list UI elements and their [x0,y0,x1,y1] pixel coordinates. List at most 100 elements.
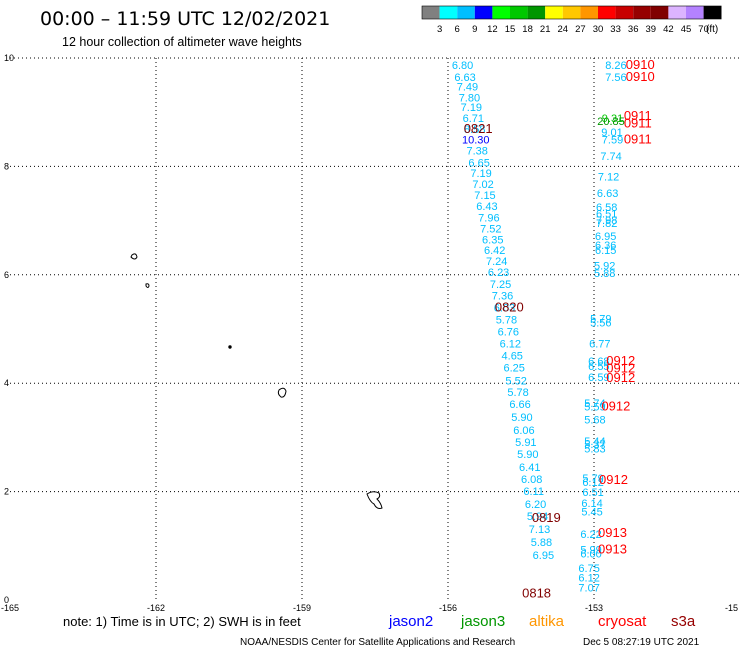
swh-value-label: 5.79 [590,313,611,325]
colorbar-swatch [703,6,722,19]
swh-value-label: 6.66 [509,399,530,411]
colorbar-tick-label: 24 [558,24,569,35]
swh-value-label: 6.12 [500,338,521,350]
colorbar-swatch [686,6,704,19]
swh-value-label: 6.08 [521,474,542,486]
colorbar-swatch [615,6,634,19]
colorbar-swatch [633,6,651,19]
legend-s3a: s3a [671,613,696,630]
colorbar-tick-label: 21 [540,24,551,35]
swh-value-label: 5.91 [515,437,536,449]
swh-value-label: 5.94 [527,511,548,523]
colorbar-tick-label: 18 [522,24,533,35]
swh-value-label: 6.71 [463,113,484,125]
swh-value-label: 6.25 [503,362,524,374]
colorbar-tick-label: 42 [663,24,674,35]
swh-value-label: 9.01 [601,127,622,139]
colorbar-swatch [510,6,528,19]
coastline-islands [130,253,383,509]
swh-value-label: 5.99 [580,544,601,556]
swh-value-label: 6.23 [488,267,509,279]
x-tick-label: -156 [439,603,457,613]
pass-time-label: 0911 [624,108,652,123]
swh-value-label: 7.24 [486,256,507,268]
swh-value-label: 6.15 [595,245,616,257]
pass-time-label: 0912 [606,353,635,368]
x-tick-label: -162 [147,603,165,613]
y-tick-label: 0 [4,595,9,605]
pass-time-label: 0912 [606,370,635,385]
pass-time-label: 0911 [624,115,652,130]
pass-time-label: 0818 [522,585,551,600]
colorbar-tick-label: 12 [487,24,498,35]
colorbar-swatch [422,6,440,19]
swh-value-label: 5.68 [584,414,605,426]
swh-value-label: 6.11 [523,486,544,498]
swh-value-label: 6.36 [595,240,616,252]
swh-value-label: 6.68 [588,356,609,368]
island-shape [228,345,232,349]
y-tick-label: 2 [4,487,9,497]
swh-value-label: 10.30 [462,135,490,147]
swh-value-label: 7.19 [461,102,482,114]
island-shape [130,253,138,260]
swh-value-label: 8.58 [464,124,485,136]
x-tick-label: -153 [585,603,603,613]
colorbar-frame [421,5,722,20]
swh-value-label: 5.56 [590,317,611,329]
swh-value-label: 7.07 [578,582,599,594]
swh-value-label: 6.63 [454,72,475,84]
swh-value-label: 5.83 [584,444,605,456]
colorbar-tick-label: 6 [455,24,460,35]
swh-value-label: 7.36 [492,291,513,303]
swh-value-label: 7.96 [478,213,499,225]
swh-value-label: 7.52 [480,224,501,236]
legend-jason2: jason2 [388,613,433,630]
y-tick-label: 10 [4,53,14,63]
colorbar-swatch [650,6,669,19]
swh-value-label: 6.00 [580,549,601,561]
pass-time-label: 0820 [495,300,524,315]
pass-time-label: 0911 [624,132,652,147]
swh-value-label: 6.95 [595,231,616,243]
swh-value-label: 6.22 [580,529,601,541]
colorbar-swatch [545,6,563,19]
swh-value-label: 6.51 [596,208,617,220]
pass-time-label: 0912 [601,398,630,413]
colorbar-tick-label: 30 [593,24,604,35]
colorbar-swatch [492,6,510,19]
swh-value-label: 7.82 [596,218,617,230]
chart-title: 00:00 – 11:59 UTC 12/02/2021 [40,8,330,30]
swh-value-label: 7.98 [596,215,617,227]
colorbar-tick-label: 3 [437,24,442,35]
swh-value-label: 5.78 [496,315,517,327]
swh-value-label: 5.90 [511,412,532,424]
swh-points: 6.806.637.497.807.196.718.5810.307.386.6… [452,60,627,594]
swh-value-label: 5.90 [517,449,538,461]
footer-timestamp: Dec 5 08:27:19 UTC 2021 [583,637,700,648]
island-shape [145,283,150,288]
swh-value-label: 6.06 [513,425,534,437]
colorbar-tick-label: 39 [646,24,657,35]
swh-value-label: 6.55 [588,361,609,373]
swh-value-label: 7.59 [602,135,623,147]
swh-value-label: 7.38 [466,145,487,157]
pass-time-label: 0819 [532,510,561,525]
colorbar-swatch [474,6,493,19]
swh-value-label: 5.59 [584,401,605,413]
island-shape [277,387,287,398]
swh-value-label: 5.74 [584,398,605,410]
footer-note: note: 1) Time is in UTC; 2) SWH is in fe… [63,614,301,629]
swh-value-label: 7.56 [605,72,626,84]
legend-altika: altika [529,613,565,630]
swh-value-label: 6.43 [476,201,497,213]
x-tick-label: -159 [293,603,311,613]
swh-value-label: 6.65 [468,157,489,169]
satellite-legend: jason2 jason3 altika cryosat s3a [388,613,696,630]
swh-value-label: 6.80 [452,60,473,72]
swh-value-label: 8.26 [605,60,626,72]
swh-value-label: 5.92 [594,260,615,272]
swh-value-label: 4.65 [502,350,523,362]
swh-value-label: 7.12 [598,171,619,183]
